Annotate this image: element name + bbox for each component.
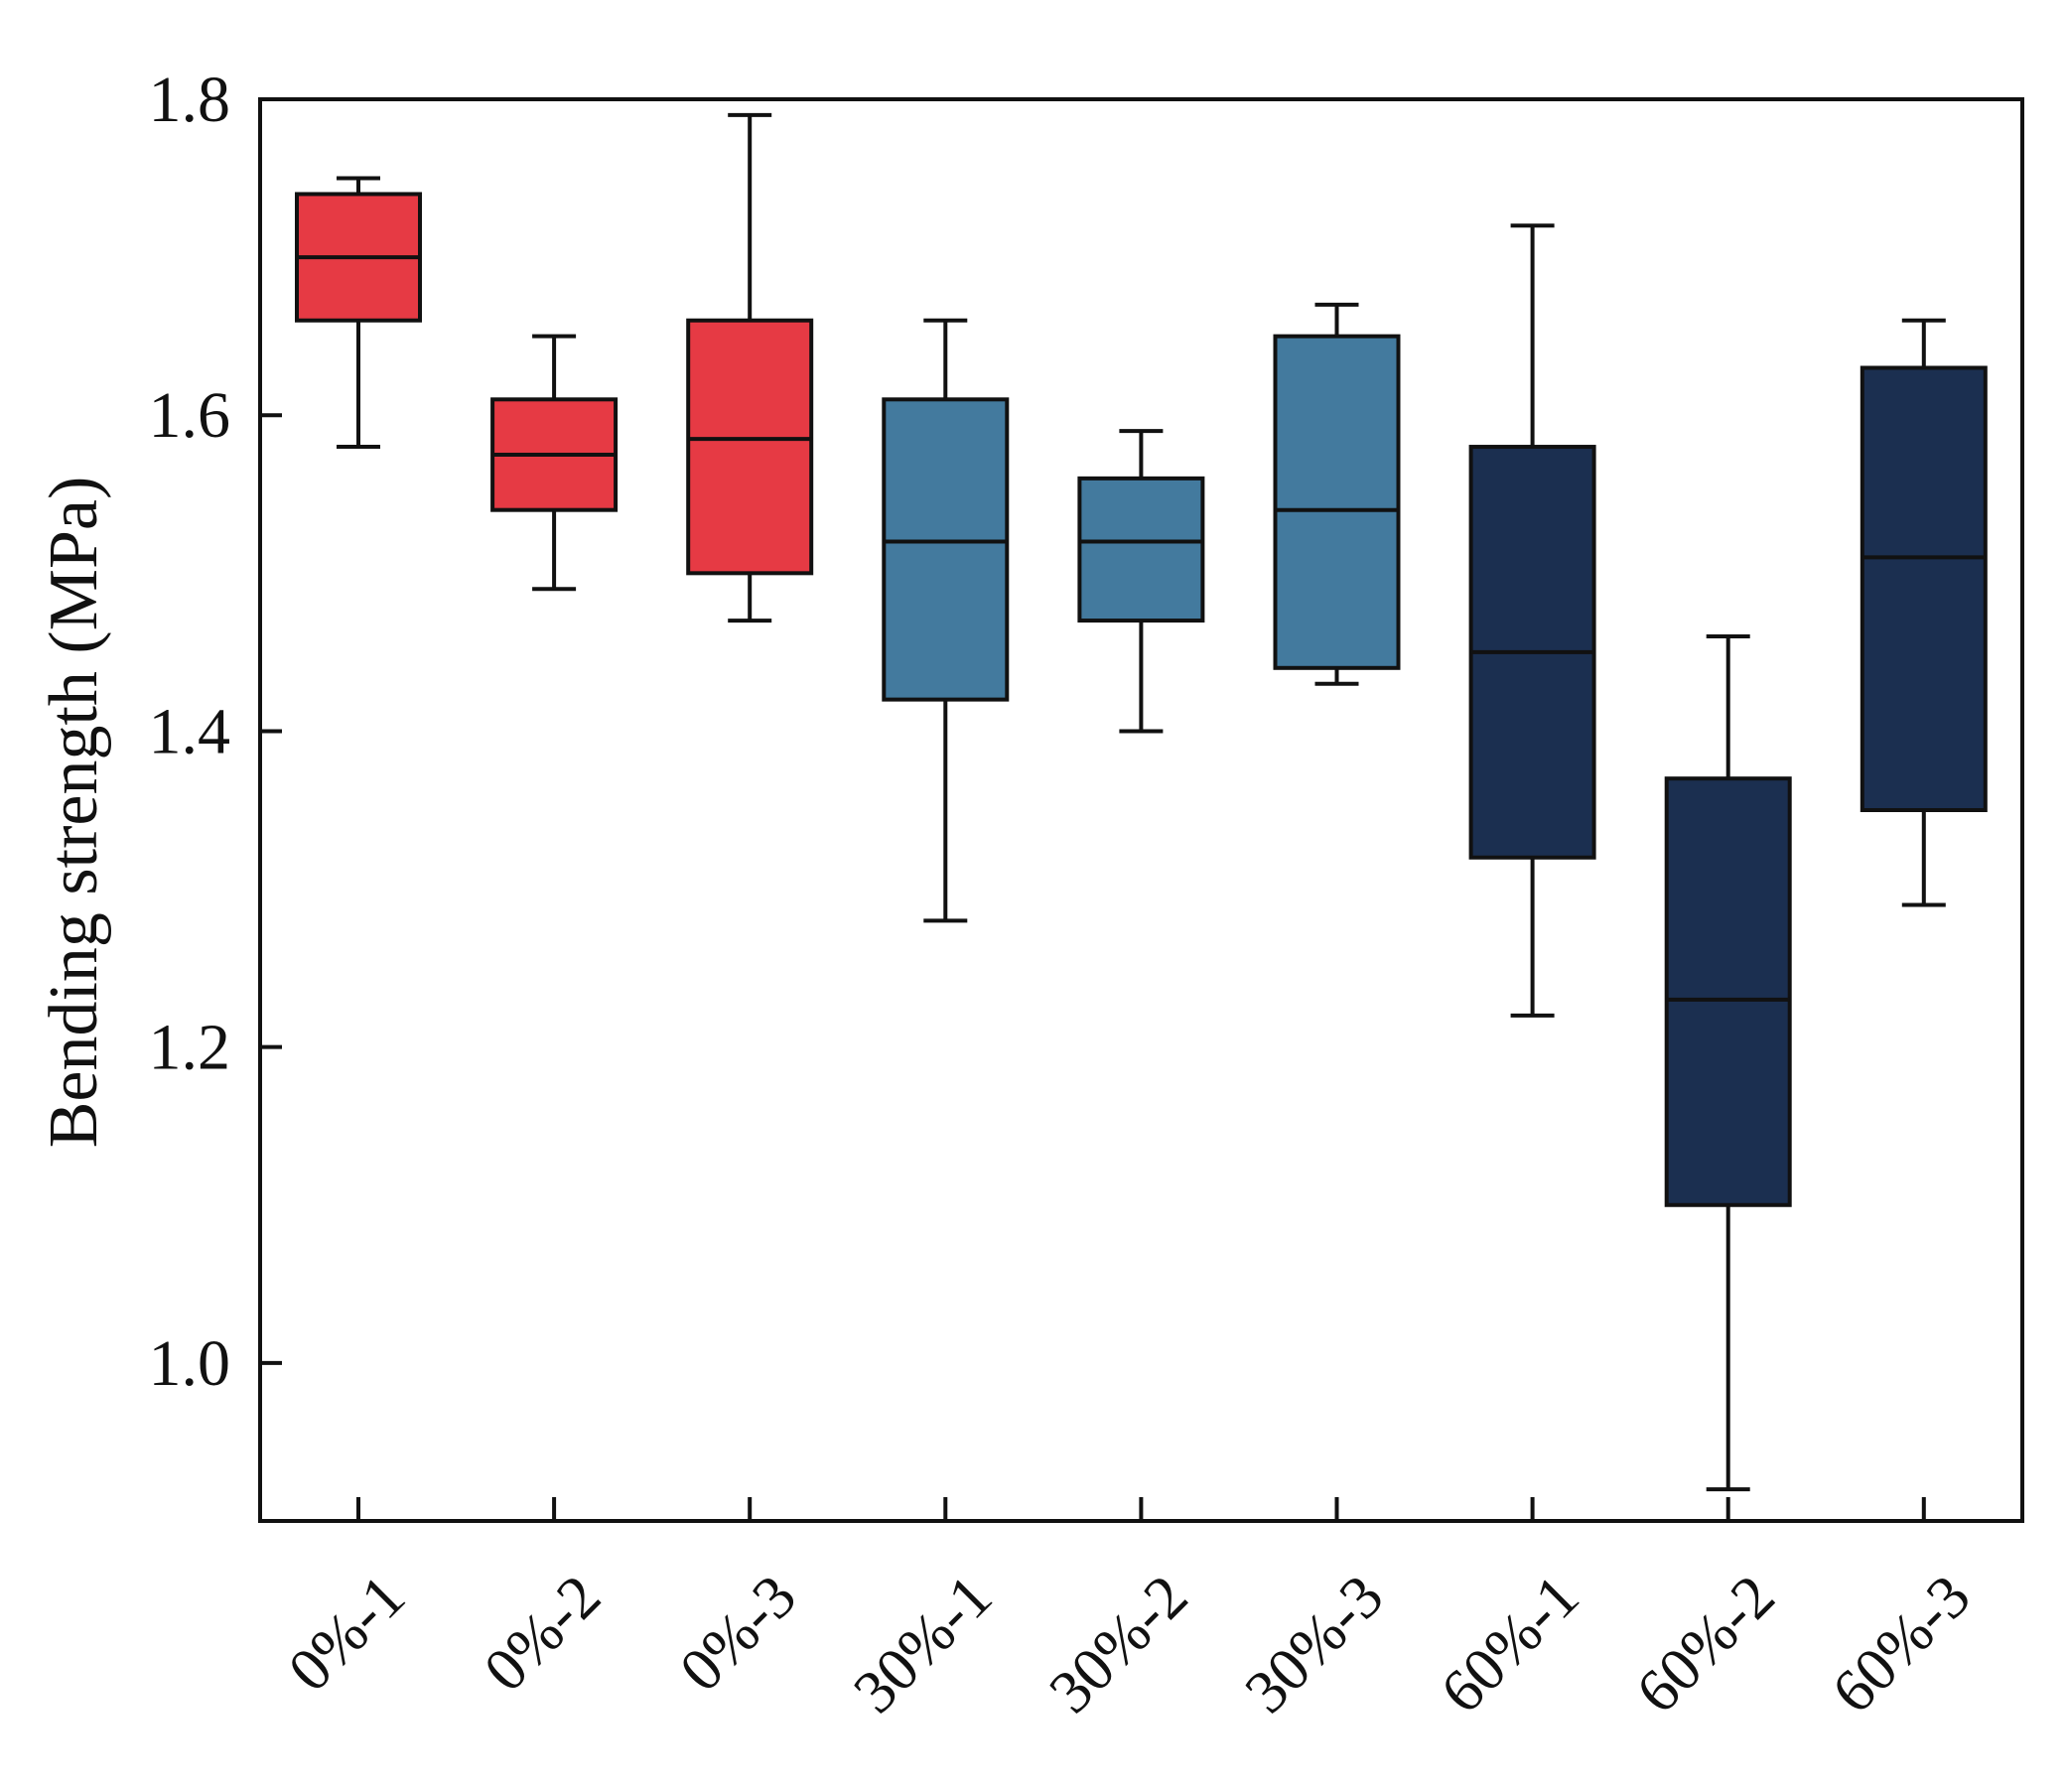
x-tick-label: 30%-3 (1232, 1563, 1396, 1726)
box-body (686, 318, 814, 576)
x-tick-label: 60%-1 (1429, 1563, 1592, 1726)
box-0%-3 (686, 112, 814, 623)
box-body (1860, 365, 1988, 812)
box-0%-1 (295, 176, 422, 450)
y-tick-label: 1.4 (149, 695, 231, 767)
x-tick-label: 0%-3 (667, 1563, 809, 1705)
y-axis: 1.0 1.2 1.4 1.6 1.8 (149, 64, 282, 1400)
box-30%-3 (1273, 302, 1401, 686)
y-tick-label: 1.2 (149, 1012, 231, 1084)
box-60%-2 (1664, 633, 1792, 1492)
box-body (1077, 476, 1205, 623)
y-axis-label: Bending strength (MPa) (36, 477, 112, 1149)
box-0%-2 (490, 334, 619, 592)
x-tick-label: 60%-2 (1624, 1563, 1788, 1726)
x-tick-label: 0%-1 (276, 1563, 418, 1705)
x-tick-label: 0%-2 (472, 1563, 614, 1705)
x-axis: 0%-1 0%-2 0%-3 30%-1 30%-2 30%-3 60%-1 60%-2 60%… (276, 1497, 1984, 1726)
box-body (1273, 334, 1401, 670)
box-body (1664, 776, 1792, 1207)
y-tick-label: 1.8 (149, 64, 231, 136)
y-tick-label: 1.0 (149, 1327, 231, 1400)
box-60%-3 (1860, 318, 1988, 907)
box-60%-1 (1468, 223, 1596, 1018)
y-tick-label: 1.6 (149, 379, 231, 452)
x-tick-label: 60%-3 (1820, 1563, 1984, 1726)
x-tick-label: 30%-2 (1036, 1563, 1200, 1726)
box-30%-1 (882, 318, 1010, 923)
box-30%-2 (1077, 429, 1205, 734)
plot-area (258, 97, 2024, 1523)
box-body (882, 397, 1010, 702)
x-tick-label: 30%-1 (841, 1563, 1005, 1726)
